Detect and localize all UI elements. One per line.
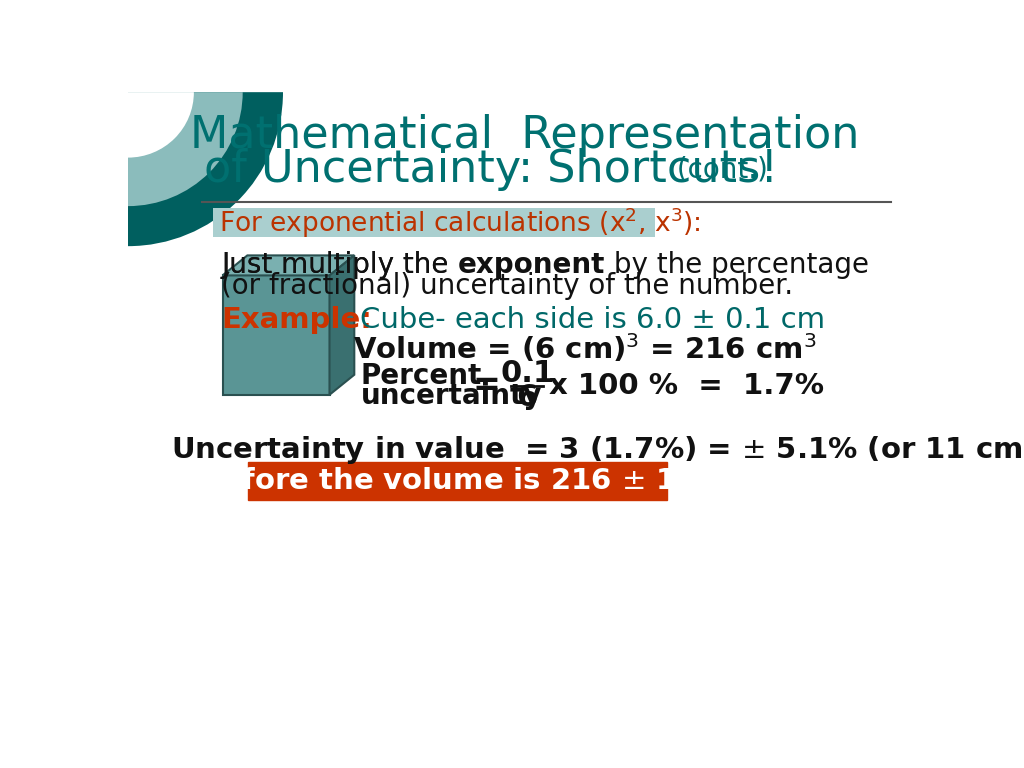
Text: Cube- each side is 6.0 ± 0.1 cm: Cube- each side is 6.0 ± 0.1 cm — [360, 306, 825, 334]
Text: by the percentage: by the percentage — [604, 251, 868, 280]
Text: Percent: Percent — [360, 362, 481, 389]
Text: (or fractional) uncertainty of the number.: (or fractional) uncertainty of the numbe… — [221, 272, 794, 300]
Text: Just multiply the: Just multiply the — [221, 251, 458, 280]
Text: For exponential calculations (x$^2$, x$^3$):: For exponential calculations (x$^2$, x$^… — [219, 205, 701, 240]
Text: of Uncertainty: Shortcuts!: of Uncertainty: Shortcuts! — [204, 147, 778, 190]
Text: Uncertainty in value  = 3 (1.7%) = $\pm$ 5.1% (or 11 cm$^3$): Uncertainty in value = 3 (1.7%) = $\pm$ … — [171, 431, 1024, 467]
FancyBboxPatch shape — [213, 207, 655, 237]
Wedge shape — [128, 92, 243, 206]
Text: =: = — [473, 369, 501, 402]
FancyBboxPatch shape — [248, 462, 667, 500]
Polygon shape — [222, 256, 354, 276]
Wedge shape — [128, 92, 194, 157]
Polygon shape — [222, 276, 330, 395]
Text: Mathematical  Representation: Mathematical Representation — [190, 114, 859, 157]
Polygon shape — [330, 256, 354, 395]
Text: x 100 %  =  1.7%: x 100 % = 1.7% — [549, 372, 824, 400]
Text: 0.1: 0.1 — [500, 359, 554, 389]
Text: (cont.): (cont.) — [669, 155, 768, 183]
Text: Volume = (6 cm)$^3$ = 216 cm$^3$: Volume = (6 cm)$^3$ = 216 cm$^3$ — [353, 332, 817, 365]
Text: Therefore the volume is 216 $\pm$ 11 cm$^3$: Therefore the volume is 216 $\pm$ 11 cm$… — [147, 466, 768, 496]
Text: exponent: exponent — [458, 251, 604, 280]
Text: Just multiply the: Just multiply the — [221, 251, 458, 280]
Text: 6: 6 — [516, 383, 538, 412]
Text: Example:: Example: — [221, 306, 372, 334]
Wedge shape — [128, 92, 283, 247]
Text: uncertainty: uncertainty — [360, 382, 542, 410]
